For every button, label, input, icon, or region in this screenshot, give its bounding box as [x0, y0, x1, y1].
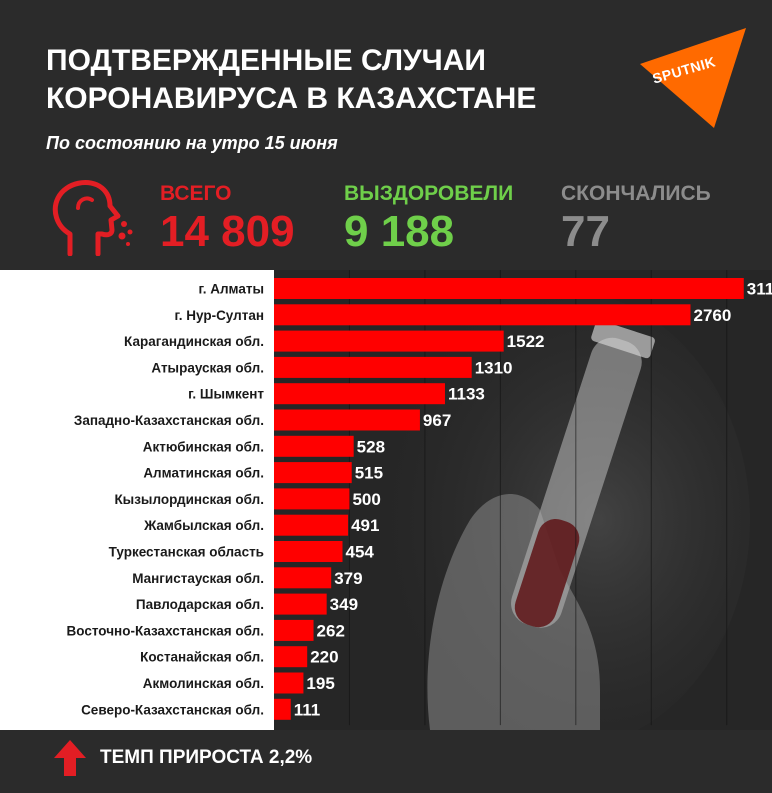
- bar: [274, 356, 472, 378]
- regions-bar-chart: г. Алматы г. Нур-Султан Карагандинская обл…: [0, 270, 772, 730]
- title-line-1: ПОДТВЕРЖДЕННЫЕ СЛУЧАИ: [46, 44, 486, 77]
- stat-total-value: 14 809: [160, 207, 295, 256]
- value-label: 500: [352, 490, 380, 509]
- chart-category-labels: г. Алматы г. Нур-Султан Карагандинская обл…: [67, 282, 265, 718]
- bar: [274, 593, 327, 615]
- category-label: Павлодарская обл.: [136, 597, 264, 612]
- category-label: Туркестанская область: [109, 545, 264, 560]
- category-label: Актюбинская обл.: [143, 439, 264, 454]
- stat-died-label: СКОНЧАЛИСЬ: [561, 182, 711, 205]
- page-title: ПОДТВЕРЖДЕННЫЕ СЛУЧАИ КОРОНАВИРУСА В КАЗ…: [46, 42, 606, 118]
- bar: [274, 488, 350, 510]
- value-label: 967: [423, 411, 451, 430]
- category-label: Костанайская обл.: [140, 650, 264, 665]
- bar: [274, 304, 691, 326]
- bar: [274, 462, 352, 484]
- category-label: Мангистауская обл.: [132, 571, 264, 586]
- bar: [274, 567, 332, 589]
- category-label: Акмолинская обл.: [143, 676, 264, 691]
- subtitle: По состоянию на утро 15 июня: [46, 133, 338, 153]
- stat-recovered-label: ВЫЗДОРОВЕЛИ: [344, 182, 514, 205]
- stat-total-label: ВСЕГО: [160, 182, 232, 205]
- value-label: 1310: [475, 358, 513, 377]
- category-label: Алматинская обл.: [143, 466, 264, 481]
- value-label: 528: [357, 437, 385, 456]
- bar: [274, 646, 308, 668]
- value-label: 515: [355, 464, 383, 483]
- title-line-2: КОРОНАВИРУСА В КАЗАХСТАНЕ: [46, 82, 537, 115]
- value-label: 349: [330, 595, 358, 614]
- up-arrow-icon: [54, 740, 86, 776]
- bar: [274, 435, 354, 457]
- value-label: 454: [346, 543, 375, 562]
- bar: [274, 514, 349, 536]
- bar: [274, 672, 304, 694]
- category-label: Восточно-Казахстанская обл.: [67, 623, 264, 638]
- value-label: 220: [310, 648, 338, 667]
- value-label: 1133: [448, 385, 485, 404]
- stat-recovered: ВЫЗДОРОВЕЛИ 9 188: [344, 183, 513, 256]
- sputnik-logo: [640, 28, 746, 128]
- stat-died-value: 77: [561, 207, 610, 256]
- value-label: 111: [294, 700, 321, 719]
- category-label: Атырауская обл.: [151, 360, 264, 375]
- stat-total: ВСЕГО 14 809: [160, 183, 295, 256]
- category-label: Жамбылская обл.: [143, 518, 264, 533]
- bar: [274, 619, 314, 641]
- chart-plot-area: [0, 270, 274, 730]
- category-label: Северо-Казахстанская обл.: [81, 702, 264, 717]
- growth-rate-text: ТЕМП ПРИРОСТА 2,2%: [100, 747, 313, 768]
- bar: [274, 541, 343, 562]
- stat-recovered-value: 9 188: [344, 207, 455, 256]
- stat-died: СКОНЧАЛИСЬ 77: [561, 183, 711, 256]
- bar: [274, 330, 504, 352]
- category-label: Западно-Казахстанская обл.: [74, 413, 264, 428]
- value-label: 3113: [747, 280, 772, 299]
- category-label: Кызылординская обл.: [114, 492, 264, 507]
- chart-bars: [274, 278, 744, 720]
- value-label: 262: [317, 621, 345, 640]
- category-label: г. Нур-Султан: [174, 308, 264, 323]
- value-label: 195: [306, 674, 334, 693]
- value-label: 2760: [694, 306, 732, 325]
- value-label: 379: [334, 569, 362, 588]
- category-label: г. Шымкент: [188, 387, 264, 402]
- chart-value-labels: 3113 2760 1522 1310 1133 967 528 515 500 491 454 37…: [294, 280, 772, 720]
- growth-rate-footer: ТЕМП ПРИРОСТА 2,2%: [54, 740, 312, 776]
- bar: [274, 698, 291, 720]
- bar: [274, 409, 420, 431]
- value-label: 491: [351, 516, 379, 535]
- sneezing-person-icon: [52, 180, 133, 256]
- category-label: г. Алматы: [198, 282, 264, 297]
- bar: [274, 383, 445, 405]
- value-label: 1522: [507, 332, 545, 351]
- category-label: Карагандинская обл.: [124, 334, 264, 349]
- bar: [274, 278, 744, 299]
